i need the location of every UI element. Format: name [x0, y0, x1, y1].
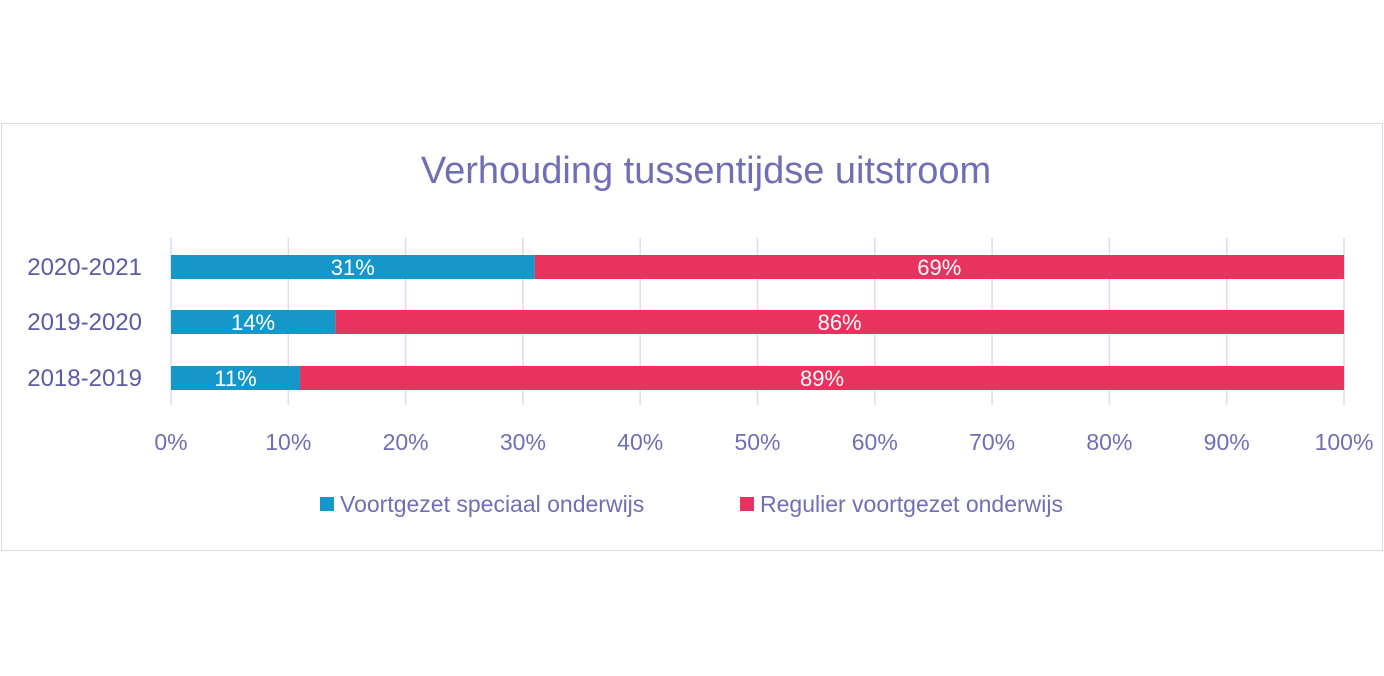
x-tick-label: 50% — [734, 429, 780, 455]
bar-segment — [534, 255, 1344, 279]
category-label: 2019-2020 — [27, 309, 142, 336]
legend-label: Regulier voortgezet onderwijs — [760, 491, 1063, 517]
data-label: 69% — [917, 255, 961, 280]
legend-swatch — [740, 497, 754, 511]
bar-segment — [335, 310, 1345, 334]
x-tick-label: 90% — [1204, 429, 1250, 455]
x-tick-label: 100% — [1315, 429, 1374, 455]
category-labels: 2020-2021 2019-2020 2018-2019 — [27, 254, 142, 392]
x-tick-label: 40% — [617, 429, 663, 455]
category-label: 2018-2019 — [27, 365, 142, 392]
category-label: 2020-2021 — [27, 254, 142, 281]
x-tick-label: 20% — [383, 429, 429, 455]
legend-label: Voortgezet speciaal onderwijs — [340, 491, 644, 517]
legend: Voortgezet speciaal onderwijs Regulier vo… — [320, 491, 1063, 517]
bars: 31% 69% 14% 86% 11% 89% — [171, 255, 1345, 391]
x-tick-label: 80% — [1086, 429, 1132, 455]
bar-segment — [171, 310, 336, 334]
x-tick-labels: 0% 10% 20% 30% 40% 50% 60% 70% 80% 90% 100% — [154, 429, 1373, 455]
data-label: 11% — [214, 366, 256, 391]
data-label: 89% — [800, 366, 844, 391]
data-label: 14% — [231, 310, 275, 335]
x-tick-label: 60% — [852, 429, 898, 455]
chart-title: Verhouding tussentijdse uitstroom — [420, 150, 992, 192]
data-label: 31% — [331, 255, 375, 280]
x-tick-label: 70% — [969, 429, 1015, 455]
x-tick-label: 10% — [265, 429, 311, 455]
legend-swatch — [320, 497, 334, 511]
bar-segment — [171, 255, 535, 279]
x-tick-label: 30% — [500, 429, 546, 455]
chart-frame — [1, 123, 1383, 551]
x-tick-label: 0% — [154, 429, 187, 455]
bar-segment — [300, 366, 1344, 390]
data-label: 86% — [818, 310, 862, 335]
bar-segment — [171, 366, 301, 390]
